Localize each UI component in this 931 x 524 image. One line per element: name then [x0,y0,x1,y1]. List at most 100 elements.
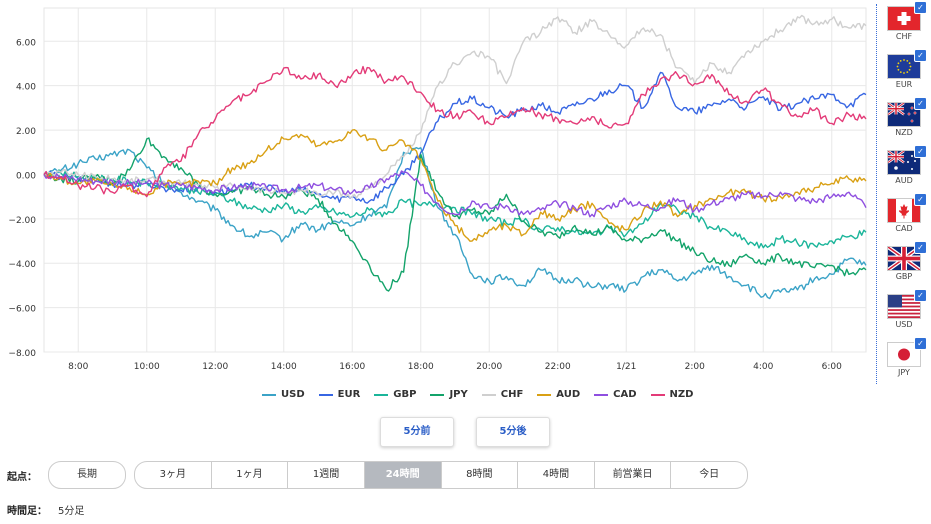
period-option[interactable]: 前営業日 [595,462,672,488]
check-icon[interactable]: ✓ [914,145,927,158]
period-option[interactable]: 8時間 [442,462,519,488]
y-tick-label: −4.00 [8,260,36,270]
y-tick-label: 2.00 [16,127,36,137]
flag-toggle-aud[interactable]: ✓ AUD [885,145,927,185]
legend-swatch [262,393,276,396]
flag-toggle-jpy[interactable]: ✓ JPY [885,337,927,377]
legend-swatch [537,393,552,396]
series-line-cad [43,170,867,218]
check-icon[interactable]: ✓ [914,49,927,62]
timeframe-label: 時間足： [7,506,47,517]
flag-label: GBP [895,272,913,281]
period-option[interactable]: 24時間 [364,462,442,488]
check-icon[interactable]: ✓ [914,193,927,206]
series-line-jpy [43,137,867,292]
legend-item-cad[interactable]: CAD [594,389,637,400]
flag-gbp-icon: ✓ [887,241,927,271]
y-tick-label: −2.00 [8,216,36,226]
start-point-label: 起点： [7,472,37,483]
flag-cad-icon: ✓ [887,193,927,223]
series-line-nzd [43,65,867,198]
flag-eur-icon: ✓ [887,49,927,79]
flag-toggle-nzd[interactable]: ✓ NZD [885,97,927,137]
period-option[interactable]: 1ヶ月 [212,462,289,488]
flag-jpy-icon: ✓ [887,337,927,367]
chart-legend: USD EUR GBP JPY CHF AUD CAD NZD [262,389,707,400]
legend-item-nzd[interactable]: NZD [650,389,694,400]
flag-label: NZD [895,128,913,137]
check-icon[interactable]: ✓ [914,1,927,14]
x-tick-label: 4:00 [753,362,773,372]
flag-toggle-cad[interactable]: ✓ CAD [885,193,927,233]
legend-item-eur[interactable]: EUR [318,389,361,400]
flag-chf-icon: ✓ [887,1,927,31]
long-term-button[interactable]: 長期 [48,461,126,489]
period-option[interactable]: 3ヶ月 [135,462,212,488]
check-icon[interactable]: ✓ [914,337,927,350]
x-tick-label: 22:00 [545,362,571,372]
next-5min-button[interactable]: 5分後 [476,417,550,447]
legend-item-usd[interactable]: USD [262,389,305,400]
y-tick-label: 4.00 [16,83,36,93]
line-chart: 6.00 4.00 2.00 0.00 −2.00 −4.00 −6.00 −8.00 8:00… [8,7,867,372]
series-line-usd [43,146,867,300]
flag-toggle-usd[interactable]: ✓ USD [885,289,927,329]
period-option[interactable]: 1週間 [288,462,365,488]
flag-label: JPY [898,368,910,377]
x-tick-label: 6:00 [822,362,842,372]
series-line-aud [43,128,867,242]
flag-toggle-chf[interactable]: ✓ CHF [885,1,927,41]
x-tick-label: 16:00 [339,362,365,372]
legend-swatch [650,393,665,396]
timeframe-value: 5分足 [58,506,85,517]
flag-toggle-eur[interactable]: ✓ EUR [885,49,927,89]
x-tick-label: 1/21 [616,362,636,372]
legend-item-aud[interactable]: AUD [537,389,580,400]
legend-label: USD [281,389,305,400]
check-icon[interactable]: ✓ [914,289,927,302]
flag-label: CAD [895,224,913,233]
x-tick-label: 12:00 [202,362,228,372]
legend-label: NZD [669,389,694,400]
legend-swatch [318,393,333,396]
period-option[interactable]: 今日 [699,469,720,480]
legend-swatch [430,393,445,396]
x-tick-label: 2:00 [685,362,705,372]
flag-toggle-gbp[interactable]: ✓ GBP [885,241,927,281]
y-tick-label: −8.00 [8,349,36,359]
flag-nzd-icon: ✓ [887,97,927,127]
y-tick-label: −6.00 [8,305,36,315]
legend-label: JPY [449,389,468,400]
legend-item-jpy[interactable]: JPY [430,389,468,400]
legend-swatch [594,393,609,396]
legend-item-gbp[interactable]: GBP [374,389,416,400]
legend-label: EUR [337,389,361,400]
x-tick-label: 8:00 [68,362,88,372]
series-line-chf [43,14,867,199]
start-period-selector: 3ヶ月 1ヶ月 1週間 24時間 8時間 4時間 前営業日 今日 [134,461,748,489]
x-tick-label: 18:00 [408,362,434,372]
check-icon[interactable]: ✓ [914,97,927,110]
legend-swatch [481,393,496,396]
y-tick-label: 0.00 [16,171,36,181]
period-option[interactable]: 4時間 [518,462,595,488]
legend-label: GBP [393,389,417,400]
y-tick-label: 6.00 [16,38,36,48]
legend-swatch [374,393,389,396]
x-tick-label: 10:00 [134,362,160,372]
legend-label: CHF [500,389,524,400]
series-line-eur [43,71,867,204]
flag-label: EUR [895,80,913,89]
currency-flag-panel: ✓ CHF ✓ EUR ✓ NZD ✓ AUD ✓ CAD ✓ GBP ✓ USD ✓ JPY [876,1,931,384]
prev-5min-button[interactable]: 5分前 [380,417,454,447]
flag-label: CHF [895,32,913,41]
legend-label: AUD [556,389,581,400]
check-icon[interactable]: ✓ [914,241,927,254]
x-tick-label: 20:00 [476,362,502,372]
plot-area [43,7,867,353]
legend-label: CAD [613,389,637,400]
flag-aud-icon: ✓ [887,145,927,175]
legend-item-chf[interactable]: CHF [481,389,524,400]
x-tick-label: 14:00 [271,362,297,372]
series-line-gbp [43,169,867,249]
